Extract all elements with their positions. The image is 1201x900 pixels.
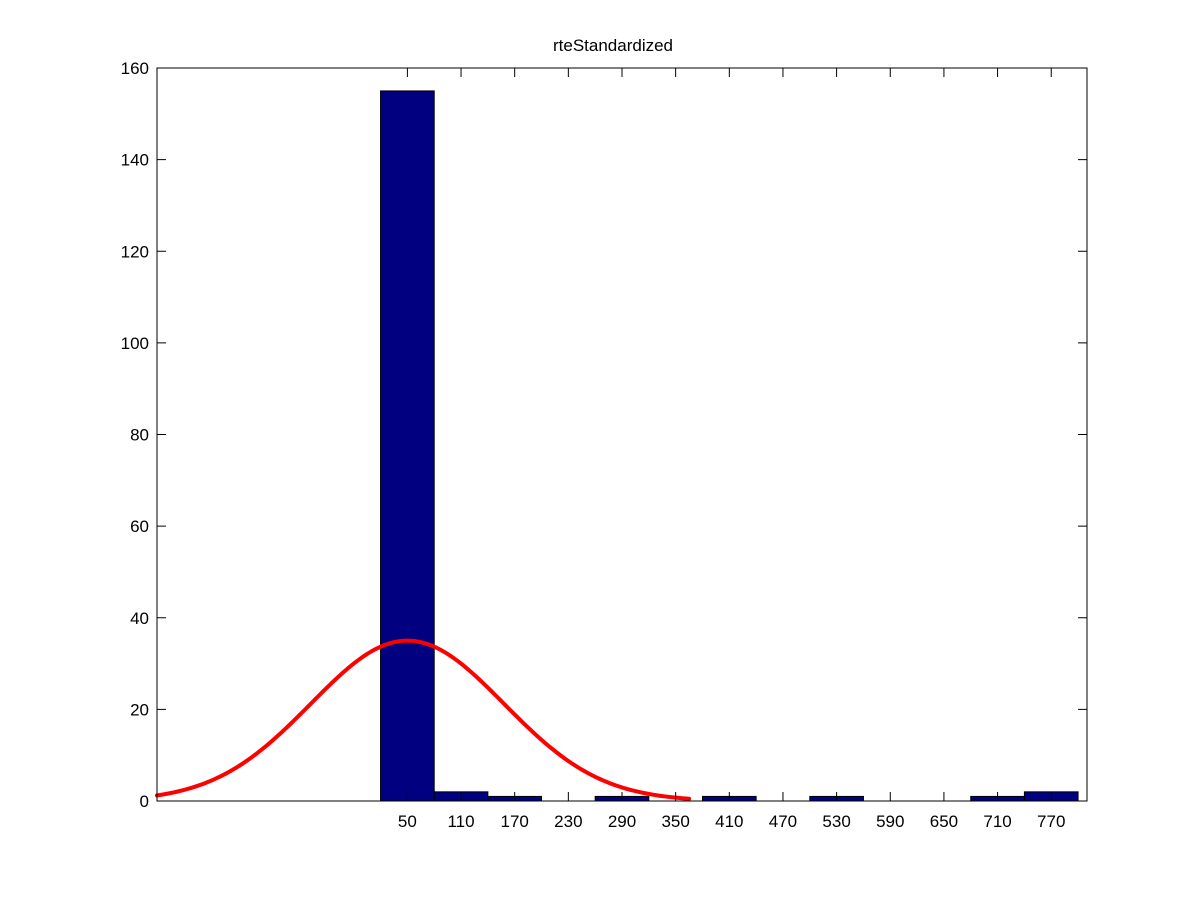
x-tick-label: 530 <box>822 812 850 831</box>
x-tick-label: 170 <box>501 812 529 831</box>
fit-curve-layer <box>155 638 692 801</box>
y-tick-label: 120 <box>121 242 149 261</box>
plot-frame <box>156 67 1088 802</box>
y-axis-ticks: 0 20 40 60 80 100 120 140 160 <box>121 59 1087 811</box>
x-tick-label: 350 <box>661 812 689 831</box>
y-tick-label: 40 <box>130 609 149 628</box>
x-tick-label: 710 <box>983 812 1011 831</box>
x-tick-label: 110 <box>447 812 474 831</box>
x-tick-label: 290 <box>608 812 636 831</box>
y-tick-label: 160 <box>121 59 149 78</box>
x-tick-label: 230 <box>554 812 582 831</box>
y-tick-label: 140 <box>121 151 149 170</box>
x-tick-label: 650 <box>930 812 958 831</box>
normal-fit-line <box>155 638 692 801</box>
x-tick-label: 590 <box>876 812 904 831</box>
x-tick-label: 470 <box>769 812 797 831</box>
y-tick-label: 80 <box>130 426 149 445</box>
y-tick-label: 60 <box>130 517 149 536</box>
bars-layer <box>380 90 1079 802</box>
histogram-bar <box>380 90 435 802</box>
y-tick-label: 100 <box>121 334 149 353</box>
x-axis-ticks: 50 110 170 230 290 350 410 470 530 590 650 710 770 <box>398 68 1065 831</box>
y-tick-label: 0 <box>140 792 149 811</box>
x-tick-label: 770 <box>1037 812 1065 831</box>
chart-title: rteStandardized <box>553 36 673 55</box>
x-tick-label: 410 <box>715 812 743 831</box>
x-tick-label: 50 <box>398 812 417 831</box>
axes-layer <box>156 67 1088 802</box>
y-tick-label: 20 <box>130 700 149 719</box>
